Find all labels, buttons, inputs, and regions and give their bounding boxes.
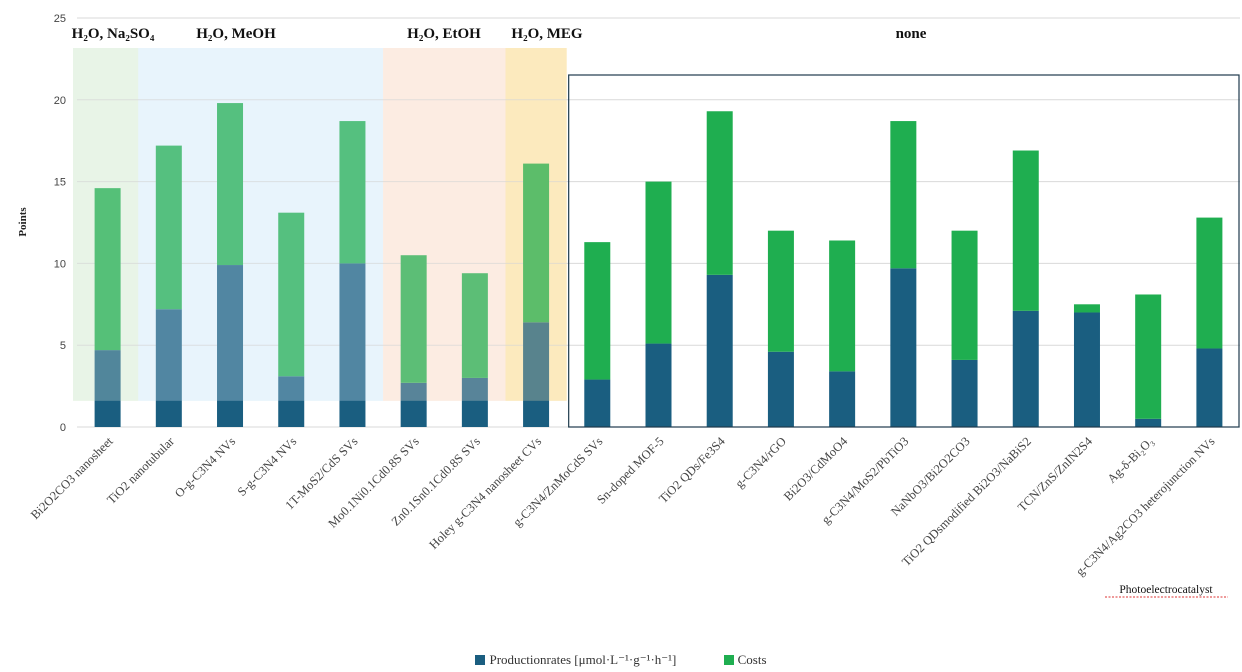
group-overlays — [73, 48, 1240, 428]
bar-production — [767, 351, 794, 427]
none-group-box — [568, 74, 1240, 428]
group-label: H₂O, MEG — [511, 26, 582, 42]
bar-production — [645, 343, 672, 427]
y-axis-label: Points — [17, 207, 29, 237]
legend-item-production: Productionrates [μmol·L⁻¹·g⁻¹·h⁻¹] — [475, 652, 676, 668]
bar-production — [829, 371, 856, 427]
x-tick-label: g-C3N4/Ag2CO3 heterojunction NVs — [1073, 434, 1218, 579]
y-tick-label: 25 — [54, 13, 66, 25]
legend-label-costs: Costs — [737, 652, 767, 667]
x-tick-label: Bi2O2CO3 nanosheet — [28, 434, 116, 522]
y-tick-label: 5 — [60, 340, 66, 352]
legend-swatch-costs — [723, 655, 734, 665]
group-label: H₂O, EtOH — [407, 26, 481, 42]
x-tick-label: TiO2 nanotubular — [104, 434, 177, 507]
bar-production — [400, 382, 427, 427]
bar-costs — [1196, 217, 1223, 349]
bar-production — [339, 263, 366, 427]
y-tick-label: 10 — [54, 258, 66, 270]
bars — [94, 103, 1223, 427]
group-overlay — [73, 48, 139, 401]
bar-costs — [706, 111, 733, 275]
bar-production — [155, 309, 182, 427]
x-tick-label: Ag-δ-Bi₂O₃ — [1105, 434, 1157, 486]
bar-costs — [523, 163, 550, 323]
bar-costs — [767, 230, 794, 352]
bar-costs — [278, 212, 305, 377]
legend-label-production: Productionrates [μmol·L⁻¹·g⁻¹·h⁻¹] — [489, 652, 677, 667]
legend-swatch-production — [475, 655, 486, 665]
x-tick-label: TiO2 QDs/Fe3S4 — [656, 434, 728, 506]
y-tick-label: 15 — [54, 177, 66, 189]
bar-production — [1196, 348, 1223, 427]
x-tick-label: S-g-C3N4 NVs — [235, 434, 300, 499]
y-tick-label: 20 — [54, 95, 66, 107]
bar-costs — [829, 240, 856, 372]
group-label: H₂O, MeOH — [196, 26, 276, 42]
group-overlay — [383, 48, 506, 401]
group-label: none — [896, 26, 927, 42]
bar-production — [1012, 310, 1039, 427]
legend: Productionrates [μmol·L⁻¹·g⁻¹·h⁻¹] Costs — [0, 652, 1242, 668]
bar-production — [1135, 418, 1162, 427]
bar-production — [278, 376, 305, 427]
group-label: H₂O, Na₂SO₄ — [72, 26, 155, 42]
bar-costs — [1135, 294, 1162, 419]
bar-costs — [339, 121, 366, 264]
bar-production — [706, 274, 733, 427]
bar-production — [461, 377, 488, 427]
bar-costs — [890, 121, 917, 269]
legend-item-costs: Costs — [723, 652, 767, 668]
bar-costs — [584, 242, 611, 380]
x-tick-label: TiO2 QDsmodified Bi2O3/NaBiS2 — [899, 434, 1034, 569]
group-overlay — [505, 48, 567, 401]
bar-costs — [1012, 150, 1039, 311]
group-labels: H₂O, Na₂SO₄ H₂O, MeOH H₂O, EtOH H₂O, MEG non… — [72, 26, 927, 42]
bar-production — [951, 359, 978, 427]
bar-costs — [155, 145, 182, 310]
bar-production — [217, 265, 244, 427]
x-tick-label: Holey g-C3N4 nanosheet CVs — [427, 434, 545, 552]
bar-production — [584, 379, 611, 427]
bar-production — [94, 350, 121, 427]
bar-costs — [461, 273, 488, 378]
x-tick-label: g-C3N4/rGO — [732, 434, 789, 491]
bar-costs — [94, 188, 121, 351]
photoelectrocatalyst-annotation: Photoelectrocatalyst — [1119, 584, 1213, 596]
bar-production — [890, 268, 917, 427]
bar-costs — [1073, 304, 1100, 313]
x-tick-label: Bi2O3/CdMoO4 — [781, 434, 851, 504]
bar-costs — [400, 255, 427, 383]
bar-costs — [951, 230, 978, 360]
y-axis-ticks: 0 5 10 15 20 25 — [54, 13, 66, 434]
bar-costs — [645, 181, 672, 344]
y-tick-label: 0 — [60, 422, 66, 434]
x-tick-label: O-g-C3N4 NVs — [172, 434, 238, 500]
bar-production — [523, 322, 550, 427]
bar-costs — [217, 103, 244, 266]
bar-production — [1073, 312, 1100, 427]
group-overlay — [138, 48, 384, 401]
